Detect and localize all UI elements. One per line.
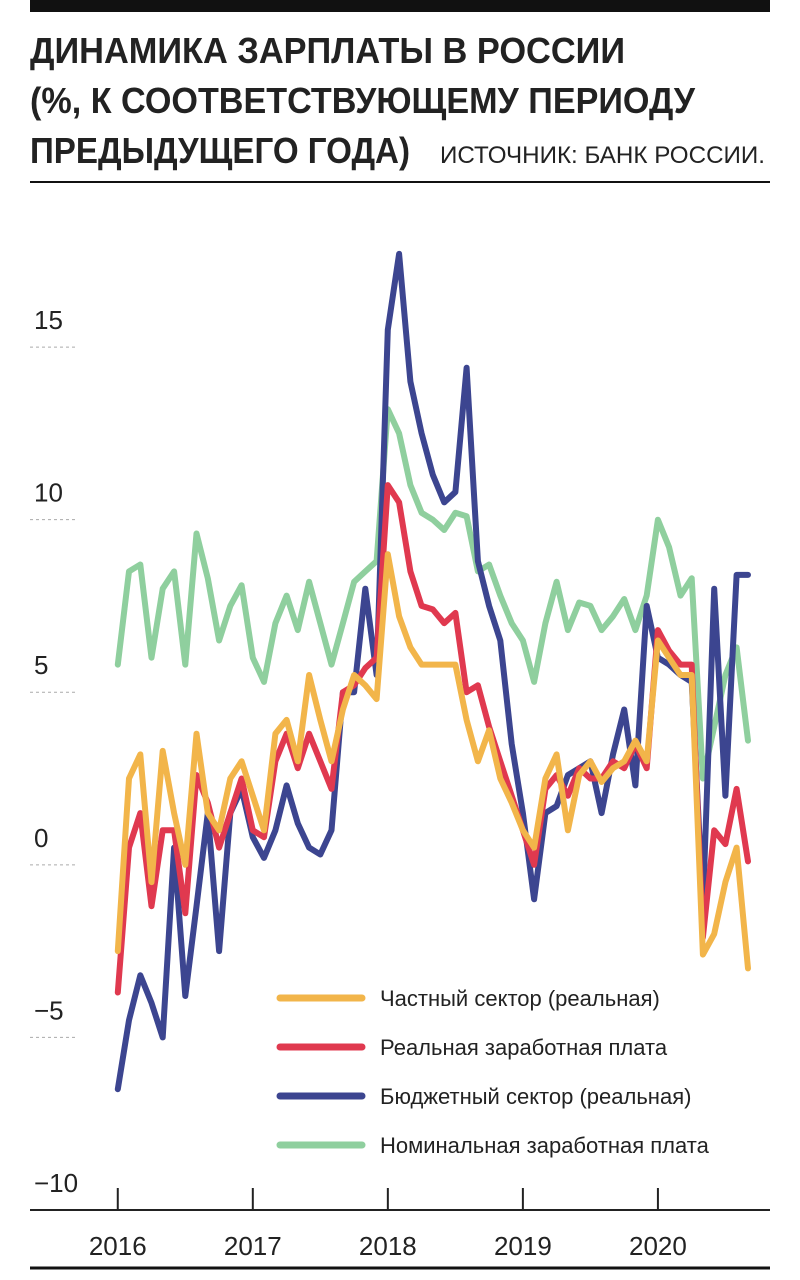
y-tick-label: 15 [34, 305, 63, 335]
y-tick-label: 10 [34, 478, 63, 508]
legend-label: Реальная заработная плата [380, 1035, 668, 1060]
legend-label: Номинальная заработная плата [380, 1133, 710, 1158]
y-tick-label: 0 [34, 823, 48, 853]
chart-title: ДИНАМИКА ЗАРПЛАТЫ В РОССИИ [30, 30, 625, 71]
x-tick-label: 2017 [224, 1231, 282, 1261]
series-line [114, 406, 751, 782]
legend-label: Бюджетный сектор (реальная) [380, 1084, 691, 1109]
top-bar [30, 0, 770, 12]
x-tick-label: 2016 [89, 1231, 147, 1261]
chart-title: ПРЕДЫДУЩЕГО ГОДА) [30, 130, 410, 171]
y-tick-label: −5 [34, 995, 64, 1025]
chart-title: (%, К СООТВЕТСТВУЮЩЕМУ ПЕРИОДУ [30, 80, 696, 121]
series-line [114, 250, 751, 1093]
x-tick-label: 2019 [494, 1231, 552, 1261]
series-line [114, 551, 751, 972]
x-tick-label: 2020 [629, 1231, 687, 1261]
x-tick-label: 2018 [359, 1231, 417, 1261]
legend-label: Частный сектор (реальная) [380, 986, 660, 1011]
y-tick-label: −10 [34, 1168, 78, 1198]
y-tick-label: 5 [34, 650, 48, 680]
source: ИСТОЧНИК: БАНК РОССИИ. [440, 142, 765, 169]
